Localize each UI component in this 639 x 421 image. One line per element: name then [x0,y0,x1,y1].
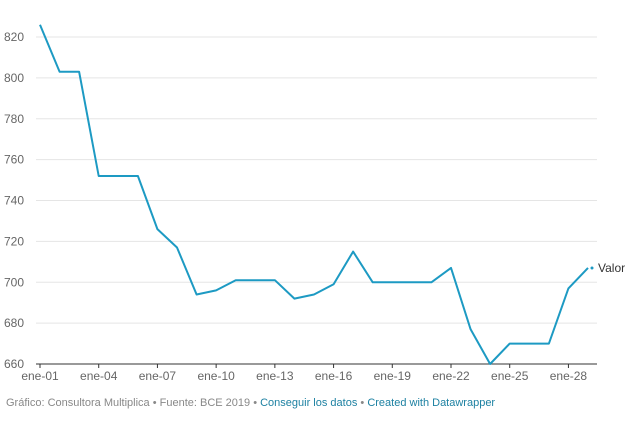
y-tick-label: 760 [4,153,24,167]
x-tick-label: ene-04 [80,369,118,383]
chart-footer: Gráfico: Consultora Multiplica • Fuente:… [6,397,495,409]
x-tick-label: ene-10 [197,369,235,383]
footer-separator: • [357,397,368,409]
series-line-valor [39,24,589,365]
x-tick-label: ene-19 [374,369,412,383]
y-tick-label: 800 [4,71,24,85]
y-tick-label: 680 [4,316,24,330]
y-tick-label: 820 [4,30,24,44]
y-tick-label: 660 [4,357,24,371]
x-tick-label: ene-07 [139,369,177,383]
y-tick-label: 780 [4,112,24,126]
series-end-marker [590,266,594,270]
y-tick-label: 720 [4,234,24,248]
x-tick-label: ene-13 [256,369,294,383]
x-tick-label: ene-25 [491,369,529,383]
x-tick-label: ene-22 [432,369,470,383]
x-tick-label: ene-28 [550,369,588,383]
y-tick-label: 700 [4,275,24,289]
source-text: Gráfico: Consultora Multiplica • Fuente:… [6,397,261,409]
line-chart: 660 680 700 720 740 760 780 800 820 ene-01 ene-04 e… [4,24,625,383]
x-tick-label: ene-16 [315,369,353,383]
datawrapper-link[interactable]: Created with Datawrapper [367,397,496,409]
chart: 660 680 700 720 740 760 780 800 820 ene-01 ene-04 e… [4,24,625,383]
get-data-link[interactable]: Conseguir los datos [260,397,358,409]
x-tick-label: ene-01 [21,369,59,383]
series-label-valor: Valor [598,261,625,275]
y-tick-label: 740 [4,194,24,208]
